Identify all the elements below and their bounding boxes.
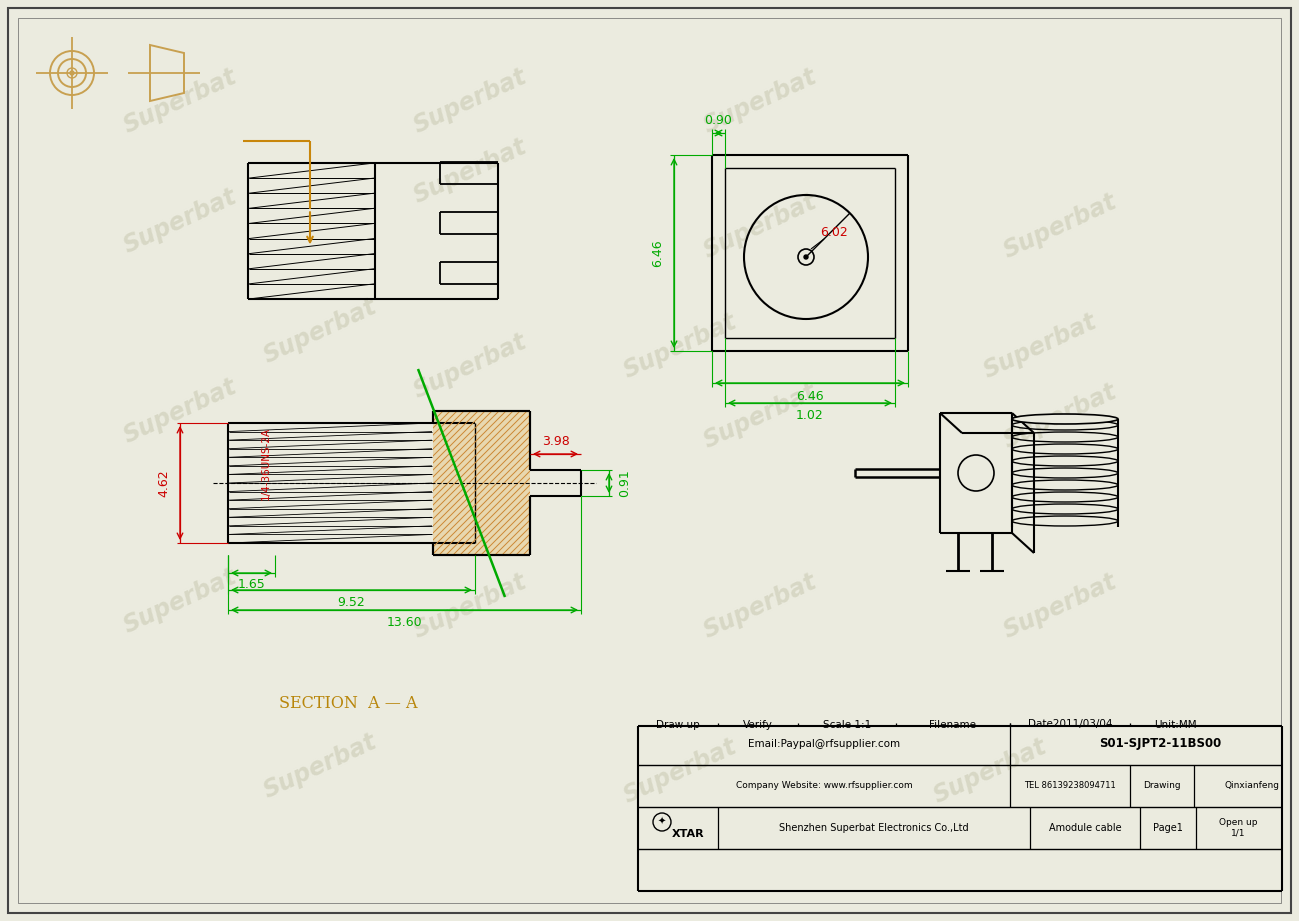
Circle shape [70,71,74,75]
Text: Superbat: Superbat [699,189,821,262]
Text: Shenzhen Superbat Electronics Co.,Ltd: Shenzhen Superbat Electronics Co.,Ltd [779,823,969,833]
Text: 6.46: 6.46 [796,390,824,402]
Text: 6.02: 6.02 [820,226,848,239]
Text: SECTION  A — A: SECTION A — A [279,694,417,712]
Text: Drawing: Drawing [1143,782,1181,790]
Text: Superbat: Superbat [929,734,1051,808]
Text: Qinxianfeng: Qinxianfeng [1225,782,1280,790]
Ellipse shape [1012,414,1118,424]
Text: 3.98: 3.98 [542,436,569,449]
Text: 4.62: 4.62 [157,469,170,496]
Text: Draw up: Draw up [656,719,700,729]
Text: Superbat: Superbat [120,184,240,258]
Text: Superbat: Superbat [409,64,530,138]
Text: Page1: Page1 [1154,823,1183,833]
Bar [433,411,530,555]
Text: Superbat: Superbat [999,189,1121,262]
Text: Superbat: Superbat [409,134,530,208]
Text: Superbat: Superbat [999,569,1121,643]
Text: 0.91: 0.91 [618,469,631,496]
Text: Superbat: Superbat [620,734,740,808]
Text: Verify: Verify [743,719,773,729]
Text: Superbat: Superbat [120,374,240,448]
Text: Superbat: Superbat [699,64,821,138]
Text: Email:Paypal@rfsupplier.com: Email:Paypal@rfsupplier.com [748,739,900,749]
Text: Filename: Filename [930,719,977,729]
Text: Unit:MM: Unit:MM [1154,719,1196,729]
Text: Scale 1:1: Scale 1:1 [822,719,872,729]
Text: 1.02: 1.02 [796,410,824,423]
Text: TEL 86139238094711: TEL 86139238094711 [1024,782,1116,790]
Text: 1.65: 1.65 [238,578,265,591]
Text: Superbat: Superbat [260,729,381,803]
Text: Amodule cable: Amodule cable [1048,823,1121,833]
Text: Superbat: Superbat [699,569,821,643]
Text: XTAR: XTAR [672,829,704,839]
Text: Company Website: www.rfsupplier.com: Company Website: www.rfsupplier.com [735,782,912,790]
Text: Open up
1/1: Open up 1/1 [1218,818,1257,838]
Text: 1/4-36UNS-2A: 1/4-36UNS-2A [261,426,271,499]
Text: Superbat: Superbat [620,309,740,383]
Text: 0.90: 0.90 [704,114,733,127]
Text: ✦: ✦ [657,817,666,827]
Text: 13.60: 13.60 [387,616,422,629]
Text: S01-SJPT2-11BS00: S01-SJPT2-11BS00 [1099,738,1221,751]
Text: Superbat: Superbat [120,64,240,138]
Text: 9.52: 9.52 [338,596,365,609]
Text: Superbat: Superbat [699,379,821,453]
Circle shape [804,255,808,259]
Text: Superbat: Superbat [999,379,1121,453]
Text: Superbat: Superbat [120,565,240,637]
Text: Date2011/03/04: Date2011/03/04 [1028,719,1112,729]
Text: Superbat: Superbat [409,569,530,643]
Text: Superbat: Superbat [979,309,1100,383]
Text: Superbat: Superbat [260,294,381,367]
Text: 6.46: 6.46 [652,239,665,267]
Text: Superbat: Superbat [409,329,530,402]
